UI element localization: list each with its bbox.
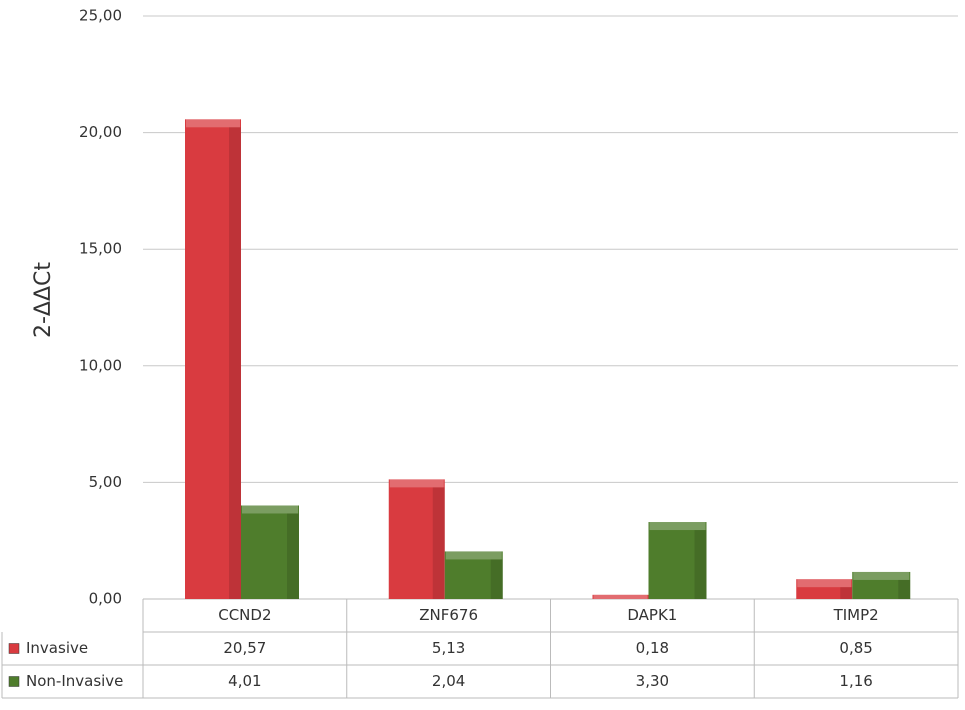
bar-side (229, 127, 241, 599)
x-tick-label: CCND2 (218, 606, 271, 624)
x-tick-label: ZNF676 (419, 606, 478, 624)
legend-label: Non-Invasive (26, 672, 123, 690)
y-tick-label: 15,00 (79, 240, 122, 258)
bar-bevel (242, 505, 298, 514)
bar-side (898, 579, 911, 599)
y-tick-label: 20,00 (79, 123, 122, 141)
legend-key (8, 676, 20, 687)
bar (796, 579, 853, 599)
bar (648, 522, 707, 599)
bar-bevel (853, 571, 910, 580)
table-value: 3,30 (636, 672, 669, 690)
legend-key (8, 643, 20, 654)
table-value: 2,04 (432, 672, 465, 690)
y-tick-label: 5,00 (89, 473, 122, 491)
legend-label: Invasive (26, 639, 88, 657)
table-value: 0,18 (636, 639, 669, 657)
table-value: 5,13 (432, 639, 465, 657)
bar-bevel (186, 119, 240, 128)
bar (388, 479, 445, 599)
y-tick-label: 10,00 (79, 356, 122, 374)
y-tick-label: 25,00 (79, 7, 122, 25)
bar-bevel (797, 579, 852, 588)
bar (592, 594, 649, 599)
x-tick-label: DAPK1 (627, 606, 677, 624)
table-value: 1,16 (839, 672, 872, 690)
bar (444, 551, 503, 599)
table-value: 0,85 (839, 639, 872, 657)
bar-side (287, 513, 299, 599)
table-value: 20,57 (223, 639, 266, 657)
bar-side (432, 487, 445, 599)
bar-bevel (389, 479, 444, 488)
y-axis-label: 2-ΔΔCt (31, 262, 56, 338)
bar (241, 505, 299, 599)
bar-side (694, 530, 707, 599)
bar-side (840, 587, 853, 599)
y-tick-label: 0,00 (89, 590, 122, 608)
bar-bevel (649, 522, 706, 531)
bar-side (490, 559, 503, 599)
bar (852, 571, 911, 599)
table-value: 4,01 (228, 672, 261, 690)
bar-bevel (593, 594, 648, 599)
bar (185, 119, 241, 599)
x-tick-label: TIMP2 (833, 606, 879, 624)
bar-bevel (445, 551, 502, 560)
